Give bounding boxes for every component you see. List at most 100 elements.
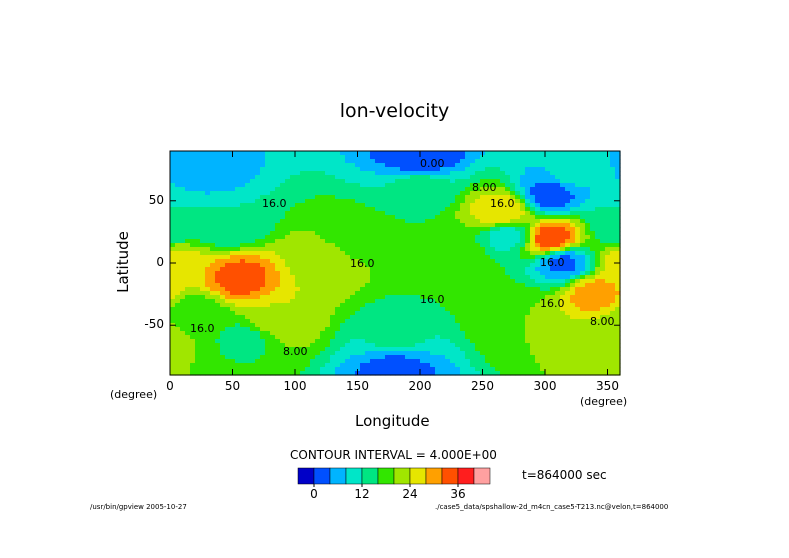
heat-cell xyxy=(415,179,421,184)
heat-cell xyxy=(500,287,506,292)
heat-cell xyxy=(500,159,506,164)
heat-cell xyxy=(220,303,226,308)
heat-cell xyxy=(220,247,226,252)
heat-cell xyxy=(450,259,456,264)
heat-cell xyxy=(235,299,241,304)
heat-cell xyxy=(435,187,441,192)
heat-cell xyxy=(575,299,581,304)
heat-cell xyxy=(215,331,221,336)
heat-cell xyxy=(465,267,471,272)
heat-cell xyxy=(550,307,556,312)
heat-cell xyxy=(505,355,511,360)
heat-cell xyxy=(305,271,311,276)
heat-cell xyxy=(295,287,301,292)
heat-cell xyxy=(485,179,491,184)
heat-cell xyxy=(180,279,186,284)
heat-cell xyxy=(505,279,511,284)
heat-cell xyxy=(275,259,281,264)
heat-cell xyxy=(540,255,546,260)
heat-cell xyxy=(220,351,226,356)
heat-cell xyxy=(485,255,491,260)
heat-cell xyxy=(530,347,536,352)
heat-cell xyxy=(535,247,541,252)
heat-cell xyxy=(215,343,221,348)
heat-cell xyxy=(445,251,451,256)
heat-cell xyxy=(170,363,176,368)
heat-cell xyxy=(465,259,471,264)
heat-cell xyxy=(500,163,506,168)
heat-cell xyxy=(180,355,186,360)
heat-cell xyxy=(540,191,546,196)
heat-cell xyxy=(325,295,331,300)
heat-cell xyxy=(265,171,271,176)
heat-cell xyxy=(305,343,311,348)
heat-cell xyxy=(440,243,446,248)
heat-cell xyxy=(180,327,186,332)
heat-cell xyxy=(585,207,591,212)
heat-cell xyxy=(260,163,266,168)
heat-cell xyxy=(205,151,211,156)
heat-cell xyxy=(405,323,411,328)
heat-cell xyxy=(215,187,221,192)
heat-cell xyxy=(315,283,321,288)
heat-cell xyxy=(325,259,331,264)
heat-cell xyxy=(285,315,291,320)
heat-cell xyxy=(185,251,191,256)
heat-cell xyxy=(485,187,491,192)
heat-cell xyxy=(465,263,471,268)
heat-cell xyxy=(595,319,601,324)
heat-cell xyxy=(430,267,436,272)
heat-cell xyxy=(200,187,206,192)
heat-cell xyxy=(260,207,266,212)
heat-cell xyxy=(550,171,556,176)
heat-cell xyxy=(580,263,586,268)
heat-cell xyxy=(215,239,221,244)
heat-cell xyxy=(240,255,246,260)
heat-cell xyxy=(425,343,431,348)
heat-cell xyxy=(175,231,181,236)
heat-cell xyxy=(200,335,206,340)
heat-cell xyxy=(255,203,261,208)
heat-cell xyxy=(195,331,201,336)
heat-cell xyxy=(560,275,566,280)
heat-cell xyxy=(560,323,566,328)
heat-cell xyxy=(295,203,301,208)
heat-cell xyxy=(505,187,511,192)
heat-cell xyxy=(235,247,241,252)
heat-cell xyxy=(310,259,316,264)
heat-cell xyxy=(535,251,541,256)
heat-cell xyxy=(455,263,461,268)
heat-cell xyxy=(585,315,591,320)
heat-cell xyxy=(575,339,581,344)
heat-cell xyxy=(435,239,441,244)
heat-cell xyxy=(600,199,606,204)
heat-cell xyxy=(345,367,351,372)
heat-cell xyxy=(395,223,401,228)
heat-cell xyxy=(180,243,186,248)
heat-cell xyxy=(540,235,546,240)
heat-cell xyxy=(170,347,176,352)
heat-cell xyxy=(405,231,411,236)
heat-cell xyxy=(505,159,511,164)
heat-cell xyxy=(610,155,616,160)
heat-cell xyxy=(480,167,486,172)
heat-cell xyxy=(190,267,196,272)
heat-cell xyxy=(290,371,296,376)
heat-cell xyxy=(410,263,416,268)
heat-cell xyxy=(430,211,436,216)
heat-cell xyxy=(230,235,236,240)
heat-cell xyxy=(410,219,416,224)
heat-cell xyxy=(425,203,431,208)
heat-cell xyxy=(525,327,531,332)
heat-cell xyxy=(575,295,581,300)
heat-cell xyxy=(550,243,556,248)
heat-cell xyxy=(395,235,401,240)
heat-cell xyxy=(405,343,411,348)
heat-cell xyxy=(485,275,491,280)
heat-cell xyxy=(400,263,406,268)
heat-cell xyxy=(590,319,596,324)
heat-cell xyxy=(245,335,251,340)
heat-cell xyxy=(245,255,251,260)
heat-cell xyxy=(615,215,621,220)
heat-cell xyxy=(495,219,501,224)
